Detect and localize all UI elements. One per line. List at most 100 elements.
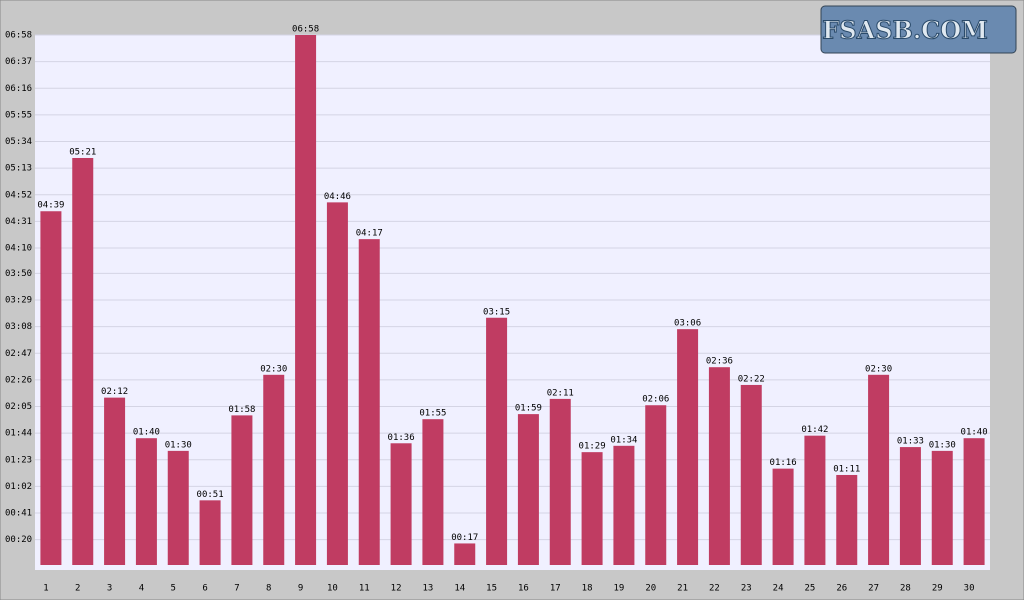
bar bbox=[581, 452, 603, 565]
x-tick-label: 6 bbox=[202, 584, 207, 594]
value-label: 04:39 bbox=[37, 201, 64, 211]
bar bbox=[167, 450, 189, 565]
value-label: 02:12 bbox=[101, 387, 128, 397]
x-tick-label: 13 bbox=[422, 584, 433, 594]
x-tick-label: 1 bbox=[43, 584, 48, 594]
bar bbox=[677, 329, 699, 565]
x-tick-label: 14 bbox=[454, 584, 465, 594]
value-label: 04:17 bbox=[356, 229, 383, 239]
value-label: 01:40 bbox=[961, 428, 988, 438]
x-tick-label: 30 bbox=[964, 584, 975, 594]
x-tick-label: 10 bbox=[327, 584, 338, 594]
y-tick-label: 03:50 bbox=[5, 269, 32, 279]
bar bbox=[358, 239, 380, 565]
bar bbox=[645, 405, 667, 565]
bar bbox=[104, 397, 126, 565]
value-label: 01:33 bbox=[897, 437, 924, 447]
x-tick-label: 22 bbox=[709, 584, 720, 594]
bar bbox=[804, 435, 826, 565]
logo-box bbox=[820, 5, 1017, 54]
value-label: 02:22 bbox=[738, 374, 765, 384]
x-tick-label: 12 bbox=[391, 584, 402, 594]
value-label: 02:11 bbox=[547, 388, 574, 398]
bar bbox=[263, 374, 285, 565]
value-label: 03:06 bbox=[674, 319, 701, 329]
bar bbox=[422, 419, 444, 565]
y-tick-label: 01:23 bbox=[5, 455, 32, 465]
x-tick-label: 26 bbox=[836, 584, 847, 594]
y-tick-label: 03:29 bbox=[5, 296, 32, 306]
y-tick-label: 02:47 bbox=[5, 349, 32, 359]
y-tick-label: 06:16 bbox=[5, 84, 32, 94]
x-tick-label: 18 bbox=[582, 584, 593, 594]
bar bbox=[613, 445, 635, 565]
x-tick-label: 28 bbox=[900, 584, 911, 594]
y-tick-label: 02:26 bbox=[5, 375, 32, 385]
value-label: 00:17 bbox=[451, 533, 478, 543]
y-tick-label: 04:52 bbox=[5, 190, 32, 200]
bar bbox=[899, 447, 921, 565]
x-tick-label: 5 bbox=[171, 584, 176, 594]
x-tick-label: 29 bbox=[932, 584, 943, 594]
bar bbox=[772, 468, 794, 565]
y-tick-label: 05:13 bbox=[5, 164, 32, 174]
y-tick-label: 03:08 bbox=[5, 322, 32, 332]
value-label: 01:11 bbox=[833, 464, 860, 474]
value-label: 02:30 bbox=[260, 364, 287, 374]
x-tick-label: 11 bbox=[359, 584, 370, 594]
bar bbox=[72, 157, 94, 566]
y-tick-label: 06:58 bbox=[5, 31, 32, 41]
value-label: 00:51 bbox=[197, 490, 224, 500]
value-label: 01:42 bbox=[801, 425, 828, 435]
bar bbox=[517, 414, 539, 565]
x-tick-label: 16 bbox=[518, 584, 529, 594]
x-tick-label: 15 bbox=[486, 584, 497, 594]
value-label: 04:46 bbox=[324, 192, 351, 202]
logo: FSASB.COM bbox=[822, 16, 988, 45]
value-label: 01:36 bbox=[388, 433, 415, 443]
bar bbox=[963, 438, 985, 565]
bar bbox=[454, 543, 476, 565]
value-label: 05:21 bbox=[69, 147, 96, 157]
y-tick-label: 00:41 bbox=[5, 509, 32, 519]
bar bbox=[199, 500, 221, 565]
bar bbox=[740, 384, 762, 565]
x-tick-label: 23 bbox=[741, 584, 752, 594]
bar bbox=[295, 35, 317, 565]
bar bbox=[231, 415, 253, 565]
value-label: 01:34 bbox=[610, 435, 637, 445]
bar bbox=[390, 443, 412, 565]
x-tick-label: 4 bbox=[139, 584, 144, 594]
y-tick-label: 05:34 bbox=[5, 137, 32, 147]
x-tick-label: 17 bbox=[550, 584, 561, 594]
value-label: 03:15 bbox=[483, 307, 510, 317]
x-tick-label: 8 bbox=[266, 584, 271, 594]
x-tick-label: 21 bbox=[677, 584, 688, 594]
y-tick-label: 00:20 bbox=[5, 535, 32, 545]
bar bbox=[326, 202, 348, 566]
x-tick-label: 2 bbox=[75, 584, 80, 594]
bar bbox=[708, 367, 730, 565]
bar bbox=[40, 211, 62, 565]
x-tick-label: 9 bbox=[298, 584, 303, 594]
value-label: 01:16 bbox=[770, 458, 797, 468]
bar bbox=[135, 438, 157, 565]
bar bbox=[549, 398, 571, 565]
value-label: 02:30 bbox=[865, 364, 892, 374]
bar bbox=[836, 474, 858, 565]
value-label: 01:55 bbox=[419, 409, 446, 419]
x-tick-label: 25 bbox=[804, 584, 815, 594]
value-label: 01:40 bbox=[133, 428, 160, 438]
y-tick-label: 02:05 bbox=[5, 402, 32, 412]
value-label: 01:29 bbox=[579, 442, 606, 452]
y-tick-label: 06:37 bbox=[5, 57, 32, 67]
y-tick-label: 05:55 bbox=[5, 110, 32, 120]
value-label: 02:06 bbox=[642, 395, 669, 405]
value-label: 01:30 bbox=[165, 440, 192, 450]
value-label: 06:58 bbox=[292, 25, 319, 35]
x-tick-label: 19 bbox=[613, 584, 624, 594]
bar bbox=[931, 450, 953, 565]
y-tick-label: 04:10 bbox=[5, 244, 32, 254]
